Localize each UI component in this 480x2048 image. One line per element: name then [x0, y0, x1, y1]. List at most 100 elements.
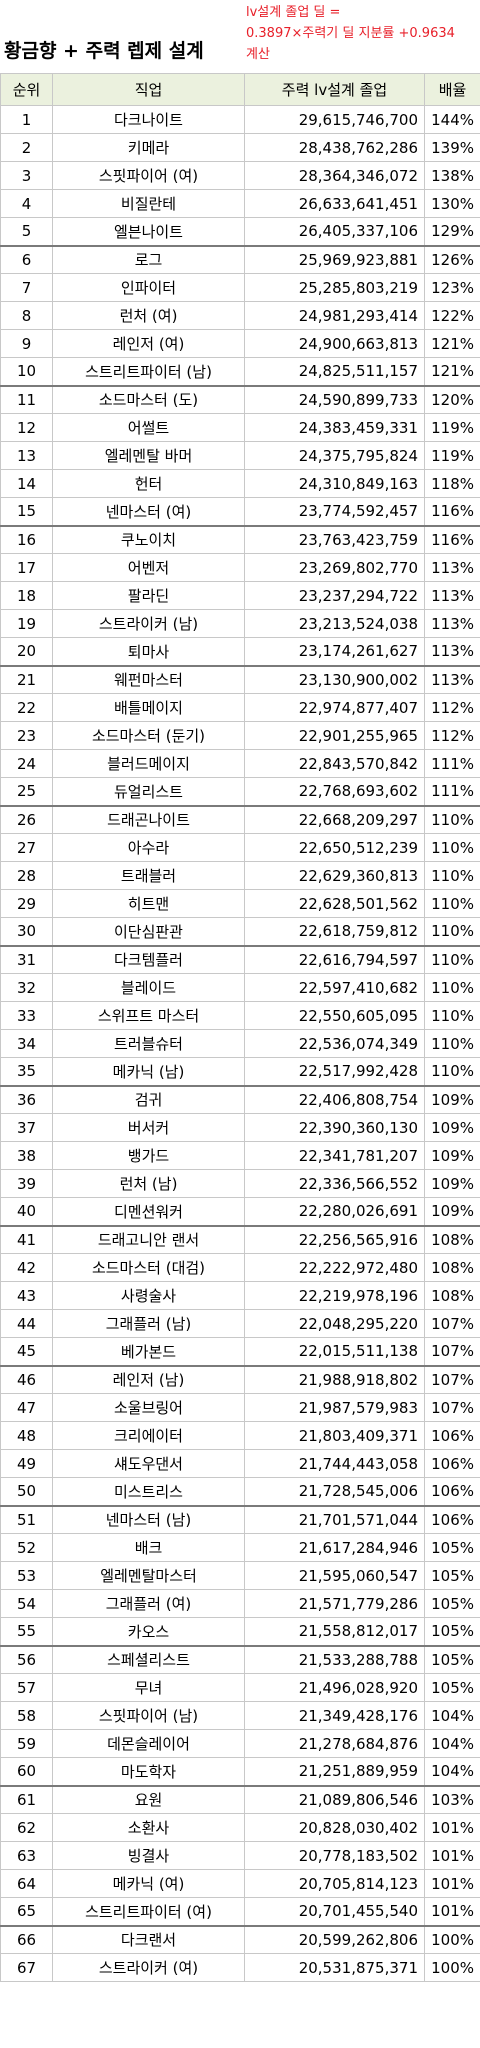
table-cell: 109%	[424, 1141, 480, 1170]
table-cell: 22,517,992,428	[244, 1057, 425, 1087]
table-cell: 20,599,262,806	[244, 1925, 425, 1954]
table-cell: 22,015,511,138	[244, 1337, 425, 1367]
table-row: 25 듀얼리스트 22,768,693,602 111%	[0, 777, 480, 807]
table-cell: 110%	[424, 889, 480, 918]
table-cell: 22,390,360,130	[244, 1113, 425, 1142]
table-cell: 21	[0, 665, 53, 694]
table-cell: 블러드메이지	[52, 749, 245, 778]
table-row: 51 넨마스터 (남) 21,701,571,044 106%	[0, 1505, 480, 1534]
table-row: 47 소울브링어 21,987,579,983 107%	[0, 1393, 480, 1422]
table-cell: 뱅가드	[52, 1141, 245, 1170]
table-cell: 37	[0, 1113, 53, 1142]
table-cell: 20,705,814,123	[244, 1869, 425, 1898]
table-cell: 21,496,028,920	[244, 1673, 425, 1702]
table-cell: 101%	[424, 1841, 480, 1870]
table-cell: 121%	[424, 357, 480, 387]
table-cell: 112%	[424, 693, 480, 722]
table-cell: 퇴마사	[52, 637, 245, 667]
table-cell: 26,405,337,106	[244, 217, 425, 247]
table-cell: 121%	[424, 329, 480, 358]
table-row: 32 블레이드 22,597,410,682 110%	[0, 973, 480, 1002]
table-row: 50 미스트리스 21,728,545,006 106%	[0, 1477, 480, 1507]
table-cell: 22,256,565,916	[244, 1225, 425, 1254]
table-cell: 20,531,875,371	[244, 1953, 425, 1982]
table-cell: 66	[0, 1925, 53, 1954]
table-cell: 22,550,605,095	[244, 1001, 425, 1030]
table-cell: 인파이터	[52, 273, 245, 302]
table-cell: 108%	[424, 1225, 480, 1254]
table-cell: 23,763,423,759	[244, 525, 425, 554]
table-cell: 스위프트 마스터	[52, 1001, 245, 1030]
table-cell: 107%	[424, 1309, 480, 1338]
table-cell: 60	[0, 1757, 53, 1787]
table-cell: 이단심판관	[52, 917, 245, 947]
table-row: 30 이단심판관 22,618,759,812 110%	[0, 917, 480, 947]
table-cell: 144%	[424, 105, 480, 134]
table-cell: 24,900,663,813	[244, 329, 425, 358]
table-row: 26 드래곤나이트 22,668,209,297 110%	[0, 805, 480, 834]
table-row: 18 팔라딘 23,237,294,722 113%	[0, 581, 480, 610]
table-cell: 스트리트파이터 (남)	[52, 357, 245, 387]
table-cell: 22,219,978,196	[244, 1281, 425, 1310]
table-cell: 29	[0, 889, 53, 918]
table-cell: 50	[0, 1477, 53, 1507]
table-cell: 22,536,074,349	[244, 1029, 425, 1058]
table-row: 52 배크 21,617,284,946 105%	[0, 1533, 480, 1562]
table-cell: 113%	[424, 553, 480, 582]
table-cell: 105%	[424, 1617, 480, 1647]
table-cell: 23,213,524,038	[244, 609, 425, 638]
table-cell: 22,629,360,813	[244, 861, 425, 890]
table-row: 3 스핏파이어 (여) 28,364,346,072 138%	[0, 161, 480, 190]
table-cell: 36	[0, 1085, 53, 1114]
table-cell: 블레이드	[52, 973, 245, 1002]
table-cell: 22,843,570,842	[244, 749, 425, 778]
table-row: 39 런처 (남) 22,336,566,552 109%	[0, 1169, 480, 1198]
table-row: 5 엘븐나이트 26,405,337,106 129%	[0, 217, 480, 247]
table-cell: 129%	[424, 217, 480, 247]
table-cell: 33	[0, 1001, 53, 1030]
table-row: 67 스트라이커 (여) 20,531,875,371 100%	[0, 1953, 480, 1982]
table-cell: 45	[0, 1337, 53, 1367]
table-cell: 105%	[424, 1589, 480, 1618]
table-row: 60 마도학자 21,251,889,959 104%	[0, 1757, 480, 1787]
table-cell: 22,768,693,602	[244, 777, 425, 807]
table-cell: 111%	[424, 777, 480, 807]
title: 황금향 + 주력 렙제 설계	[4, 40, 204, 62]
table-cell: 12	[0, 413, 53, 442]
table-cell: 21,558,812,017	[244, 1617, 425, 1647]
table-cell: 113%	[424, 609, 480, 638]
table-row: 66 다크랜서 20,599,262,806 100%	[0, 1925, 480, 1954]
table-cell: 사령술사	[52, 1281, 245, 1310]
table-cell: 26	[0, 805, 53, 834]
table-cell: 21,349,428,176	[244, 1701, 425, 1730]
table-cell: 40	[0, 1197, 53, 1227]
table-cell: 120%	[424, 385, 480, 414]
table-cell: 26,633,641,451	[244, 189, 425, 218]
table-row: 41 드래고니안 랜서 22,256,565,916 108%	[0, 1225, 480, 1254]
table-cell: 22,341,781,207	[244, 1141, 425, 1170]
table-cell: 57	[0, 1673, 53, 1702]
table-cell: 다크나이트	[52, 105, 245, 134]
header: 황금향 + 주력 렙제 설계 lv설계 졸업 딜 = 0.3897×주력기 딜 …	[0, 0, 480, 73]
table-cell: 스페셜리스트	[52, 1645, 245, 1674]
table-cell: 다크템플러	[52, 945, 245, 974]
table-cell: 10	[0, 357, 53, 387]
table-cell: 9	[0, 329, 53, 358]
table-cell: 소드마스터 (도)	[52, 385, 245, 414]
table-cell: 21,533,288,788	[244, 1645, 425, 1674]
table-cell: 14	[0, 469, 53, 498]
table-cell: 23	[0, 721, 53, 750]
table-row: 55 카오스 21,558,812,017 105%	[0, 1617, 480, 1647]
table-cell: 101%	[424, 1897, 480, 1927]
table-cell: 24,981,293,414	[244, 301, 425, 330]
table-cell: 24,375,795,824	[244, 441, 425, 470]
table-cell: 21,251,889,959	[244, 1757, 425, 1787]
table-cell: 배틀메이지	[52, 693, 245, 722]
table-cell: 29,615,746,700	[244, 105, 425, 134]
table-cell: 22,280,026,691	[244, 1197, 425, 1227]
table-cell: 그래플러 (남)	[52, 1309, 245, 1338]
table-cell: 드래고니안 랜서	[52, 1225, 245, 1254]
table-cell: 42	[0, 1253, 53, 1282]
table-cell: 41	[0, 1225, 53, 1254]
table-cell: 1	[0, 105, 53, 134]
